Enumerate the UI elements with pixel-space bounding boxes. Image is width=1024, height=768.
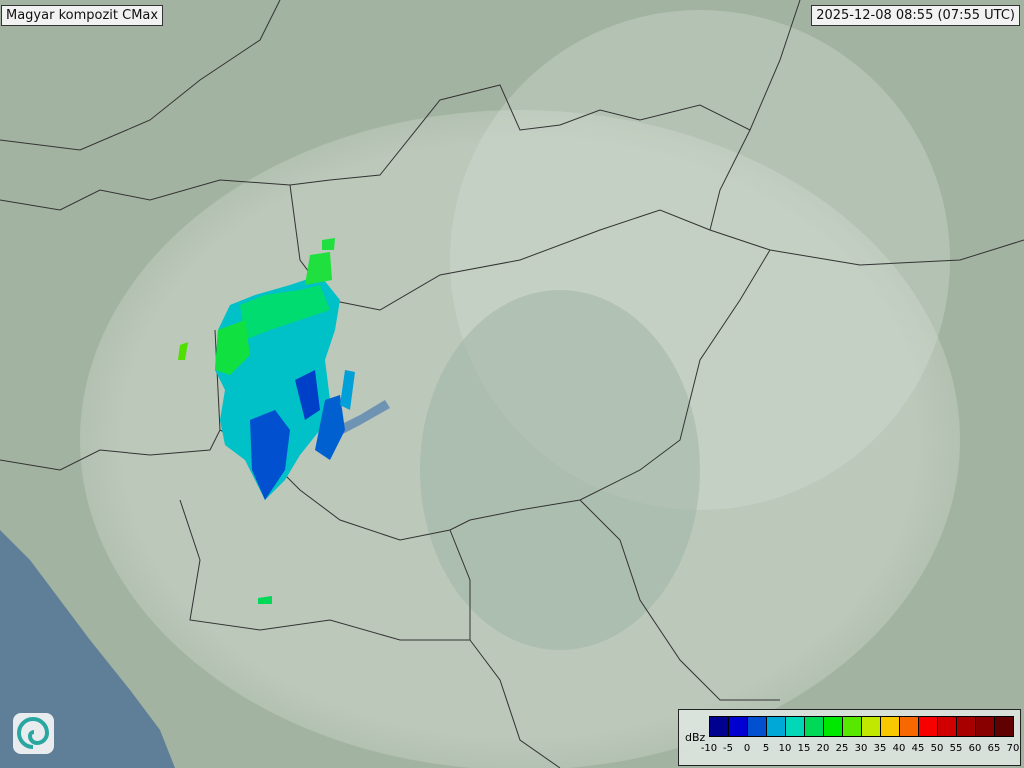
legend-swatch	[938, 717, 957, 736]
legend-tick-label: 20	[816, 743, 830, 754]
legend-swatch	[729, 717, 748, 736]
legend-ticks: -10 -5 0 5 10 15 20 25 30 35 40 45 50 55 60 65 70	[701, 740, 1020, 764]
legend-swatch	[710, 717, 729, 736]
adriatic-sea	[0, 530, 175, 768]
legend-swatch	[881, 717, 900, 736]
legend-tick-label: 35	[873, 743, 887, 754]
legend-tick-label: 5	[762, 743, 770, 754]
legend-tick-label: 55	[949, 743, 963, 754]
legend-swatch	[805, 717, 824, 736]
legend-swatch	[900, 717, 919, 736]
legend-swatch	[862, 717, 881, 736]
timestamp: 2025-12-08 08:55 (07:55 UTC)	[811, 5, 1020, 26]
legend-unit: dBz	[685, 731, 706, 744]
legend-swatch	[767, 717, 786, 736]
legend-tick-label: 25	[835, 743, 849, 754]
dbz-legend: dBz -10 -5 0 5 10 15 20 25 30 35 40 45 50 55 60 65 70	[678, 709, 1021, 766]
legend-tick-label: -10	[700, 743, 718, 754]
legend-swatch	[919, 717, 938, 736]
product-title: Magyar kompozit CMax	[1, 5, 164, 26]
legend-tick-label: 60	[968, 743, 982, 754]
legend-swatch	[976, 717, 995, 736]
legend-swatch	[957, 717, 976, 736]
legend-tick-label: 0	[743, 743, 751, 754]
legend-swatch	[824, 717, 843, 736]
lake-balaton	[330, 400, 390, 438]
legend-swatch	[843, 717, 862, 736]
legend-tick-label: 65	[987, 743, 1001, 754]
legend-tick-label: 40	[892, 743, 906, 754]
legend-tick-label: 15	[797, 743, 811, 754]
legend-tick-label: 70	[1006, 743, 1020, 754]
legend-tick-label: 45	[911, 743, 925, 754]
swirl-logo-icon	[13, 713, 54, 754]
legend-swatch	[748, 717, 767, 736]
legend-swatch	[995, 717, 1013, 736]
legend-swatch	[786, 717, 805, 736]
legend-tick-label: 30	[854, 743, 868, 754]
radar-echoes	[178, 238, 355, 604]
legend-tick-label: 10	[778, 743, 792, 754]
legend-tick-label: -5	[723, 743, 733, 754]
legend-tick-label: 50	[930, 743, 944, 754]
hungarian-plain	[420, 290, 700, 650]
legend-swatches	[709, 716, 1014, 737]
